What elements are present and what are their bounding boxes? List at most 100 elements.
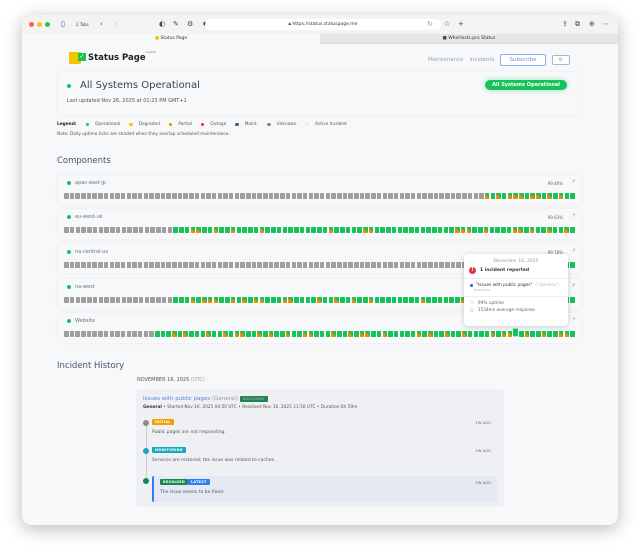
reload-icon[interactable]: ↻ <box>427 20 433 28</box>
maximize-window-button[interactable] <box>45 22 50 27</box>
uptime-tick[interactable] <box>357 227 362 233</box>
close-window-button[interactable] <box>29 22 34 27</box>
uptime-tick[interactable] <box>160 331 166 337</box>
uptime-tick[interactable] <box>144 227 150 233</box>
uptime-tick[interactable] <box>409 297 414 303</box>
uptime-tick[interactable] <box>161 297 167 303</box>
uptime-tick[interactable] <box>439 262 444 268</box>
uptime-tick[interactable] <box>536 331 541 337</box>
uptime-tick[interactable] <box>558 193 564 199</box>
uptime-tick[interactable] <box>228 331 234 337</box>
uptime-tick[interactable] <box>189 331 194 337</box>
uptime-tick[interactable] <box>81 227 86 233</box>
uptime-tick[interactable] <box>553 331 558 337</box>
uptime-tick[interactable] <box>268 262 274 268</box>
uptime-tick[interactable] <box>428 262 433 268</box>
uptime-tick[interactable] <box>399 331 405 337</box>
uptime-tick[interactable] <box>167 227 173 233</box>
uptime-tick[interactable] <box>69 262 75 268</box>
uptime-tick[interactable] <box>317 297 322 303</box>
uptime-tick[interactable] <box>506 227 512 233</box>
uptime-tick[interactable] <box>416 193 422 199</box>
bookmark-star-icon[interactable]: ☆ <box>444 20 451 28</box>
uptime-tick[interactable] <box>319 193 325 199</box>
uptime-tick[interactable] <box>524 227 529 233</box>
uptime-tick[interactable] <box>271 297 276 303</box>
external-link-icon[interactable]: ↱ <box>571 248 576 254</box>
uptime-tick[interactable] <box>368 227 374 233</box>
uptime-tick[interactable] <box>219 227 224 233</box>
uptime-tick[interactable] <box>518 227 523 233</box>
download-icon[interactable]: ⊕ <box>589 20 595 28</box>
uptime-tick[interactable] <box>92 262 97 268</box>
uptime-tick[interactable] <box>257 262 262 268</box>
uptime-tick[interactable] <box>319 262 325 268</box>
uptime-tick[interactable] <box>207 297 213 303</box>
uptime-tick[interactable] <box>69 297 75 303</box>
uptime-tick[interactable] <box>455 227 460 233</box>
uptime-tick[interactable] <box>75 262 80 268</box>
uptime-tick[interactable] <box>386 297 391 303</box>
uptime-tick[interactable] <box>512 227 518 233</box>
uptime-tick[interactable] <box>242 227 247 233</box>
uptime-tick[interactable] <box>217 262 223 268</box>
uptime-tick[interactable] <box>382 193 387 199</box>
uptime-tick[interactable] <box>449 297 454 303</box>
uptime-tick[interactable] <box>98 193 103 199</box>
uptime-tick[interactable] <box>376 331 382 337</box>
external-link-icon[interactable]: ↱ <box>571 317 576 323</box>
uptime-tick[interactable] <box>190 227 196 233</box>
uptime-tick[interactable] <box>230 227 236 233</box>
uptime-tick[interactable] <box>368 297 374 303</box>
uptime-tick[interactable] <box>217 193 223 199</box>
uptime-tick[interactable] <box>302 331 308 337</box>
uptime-tick[interactable] <box>388 331 393 337</box>
uptime-tick[interactable] <box>467 193 473 199</box>
uptime-tick[interactable] <box>127 297 132 303</box>
uptime-tick[interactable] <box>325 193 331 199</box>
uptime-tick[interactable] <box>184 297 190 303</box>
uptime-tick[interactable] <box>496 193 501 199</box>
uptime-tick[interactable] <box>479 331 484 337</box>
uptime-tick[interactable] <box>541 193 547 199</box>
uptime-tick[interactable] <box>426 227 431 233</box>
uptime-tick[interactable] <box>240 193 245 199</box>
uptime-tick[interactable] <box>285 193 291 199</box>
uptime-tick[interactable] <box>541 331 547 337</box>
uptime-tick[interactable] <box>466 227 472 233</box>
uptime-tick[interactable] <box>495 227 500 233</box>
uptime-tick[interactable] <box>200 262 205 268</box>
uptime-tick[interactable] <box>115 331 120 337</box>
uptime-tick[interactable] <box>437 227 443 233</box>
uptime-tick[interactable] <box>403 227 408 233</box>
uptime-tick[interactable] <box>217 331 223 337</box>
uptime-tick[interactable] <box>189 193 194 199</box>
uptime-tick[interactable] <box>109 331 114 337</box>
uptime-tick[interactable] <box>399 262 405 268</box>
uptime-tick[interactable] <box>268 331 274 337</box>
uptime-tick[interactable] <box>190 297 196 303</box>
uptime-tick[interactable] <box>257 331 262 337</box>
address-bar[interactable]: 🔒︎ https://status.statuspage.me <box>205 19 441 30</box>
uptime-tick[interactable] <box>334 227 339 233</box>
uptime-tick[interactable] <box>397 227 403 233</box>
uptime-tick[interactable] <box>166 193 171 199</box>
uptime-tick[interactable] <box>331 331 336 337</box>
uptime-tick[interactable] <box>570 331 575 337</box>
uptime-tick[interactable] <box>388 262 393 268</box>
uptime-tick[interactable] <box>291 331 296 337</box>
uptime-tick[interactable] <box>467 331 473 337</box>
uptime-tick[interactable] <box>143 193 149 199</box>
uptime-tick[interactable] <box>357 297 362 303</box>
uptime-tick[interactable] <box>456 331 461 337</box>
uptime-tick[interactable] <box>263 193 268 199</box>
uptime-tick[interactable] <box>456 262 461 268</box>
uptime-tick[interactable] <box>133 297 138 303</box>
uptime-tick[interactable] <box>331 193 336 199</box>
uptime-tick[interactable] <box>331 262 336 268</box>
uptime-tick[interactable] <box>325 331 331 337</box>
uptime-tick[interactable] <box>340 227 345 233</box>
uptime-tick[interactable] <box>268 193 274 199</box>
uptime-tick[interactable] <box>302 262 308 268</box>
uptime-tick[interactable] <box>104 227 109 233</box>
